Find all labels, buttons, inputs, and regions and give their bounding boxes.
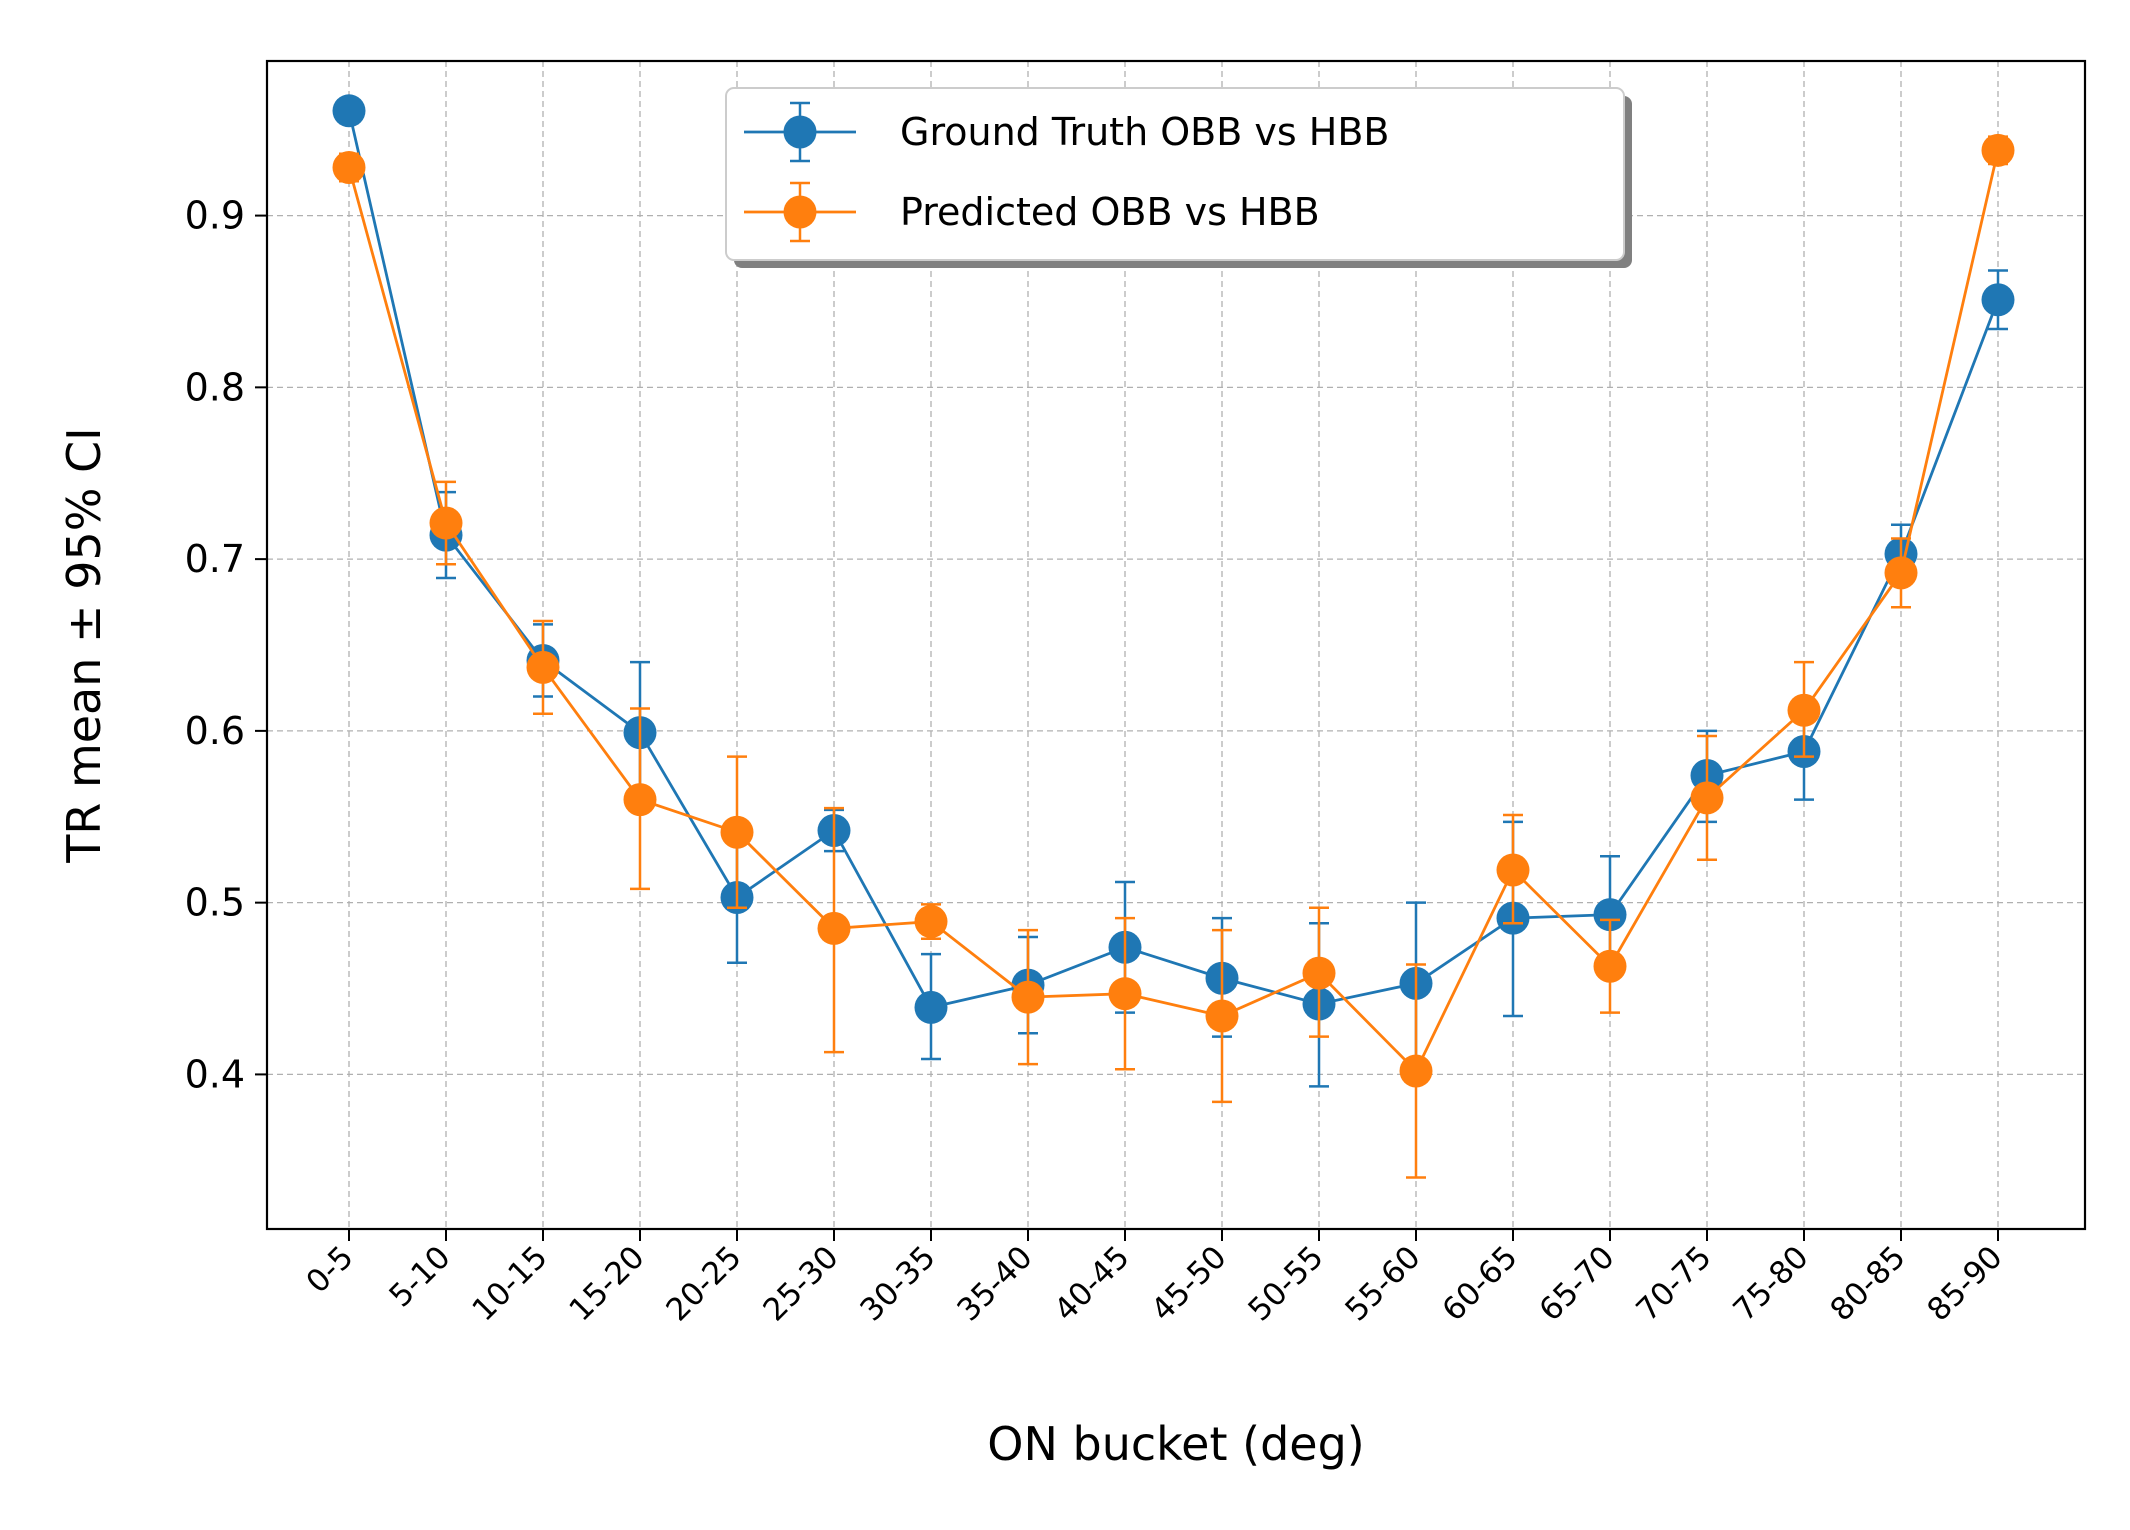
data-point [1981, 283, 2015, 317]
legend-marker [783, 195, 817, 229]
data-point [332, 150, 366, 184]
data-point [1302, 956, 1336, 990]
legend-entry: Ground Truth OBB vs HBB [744, 101, 1389, 163]
data-point [1884, 556, 1918, 590]
data-point [526, 650, 560, 684]
plot-frame [265, 59, 2087, 1231]
data-point [1108, 977, 1142, 1011]
data-point [1011, 980, 1045, 1014]
series-line [347, 110, 2000, 1010]
data-point [1399, 1054, 1433, 1088]
y-tick-label: 0.9 [185, 194, 245, 238]
data-point [623, 783, 657, 817]
legend-box [725, 87, 1625, 261]
y-tick-label: 0.4 [185, 1052, 245, 1096]
y-tick-label: 0.8 [185, 365, 245, 409]
data-point [1205, 999, 1239, 1033]
data-point [817, 911, 851, 945]
data-point [1593, 898, 1627, 932]
data-point [1690, 781, 1724, 815]
legend-label: Predicted OBB vs HBB [900, 190, 1320, 234]
y-tick-label: 0.6 [185, 709, 245, 753]
data-point [1496, 853, 1530, 887]
legend-label: Ground Truth OBB vs HBB [900, 110, 1389, 154]
series-layer [332, 94, 2015, 1179]
x-axis-label: ON bucket (deg) [987, 1417, 1364, 1471]
y-axis-label: TR mean ± 95% CI [57, 427, 111, 863]
series-predicted [332, 133, 2015, 1179]
legend: Ground Truth OBB vs HBB Predicted OBB vs … [725, 87, 1632, 268]
y-axis: 0.4 0.5 0.6 0.7 0.8 0.9 [185, 194, 267, 1096]
data-point [1593, 949, 1627, 983]
legend-marker [783, 115, 817, 149]
data-point [332, 94, 366, 128]
legend-entry: Predicted OBB vs HBB [744, 181, 1320, 243]
data-point [1981, 133, 2015, 167]
data-point [720, 815, 754, 849]
data-point [1787, 693, 1821, 727]
y-tick-label: 0.7 [185, 537, 245, 581]
y-tick-label: 0.5 [185, 881, 245, 925]
data-point [914, 990, 948, 1024]
data-point [429, 506, 463, 540]
series-line [347, 150, 2000, 1074]
data-point [914, 905, 948, 939]
